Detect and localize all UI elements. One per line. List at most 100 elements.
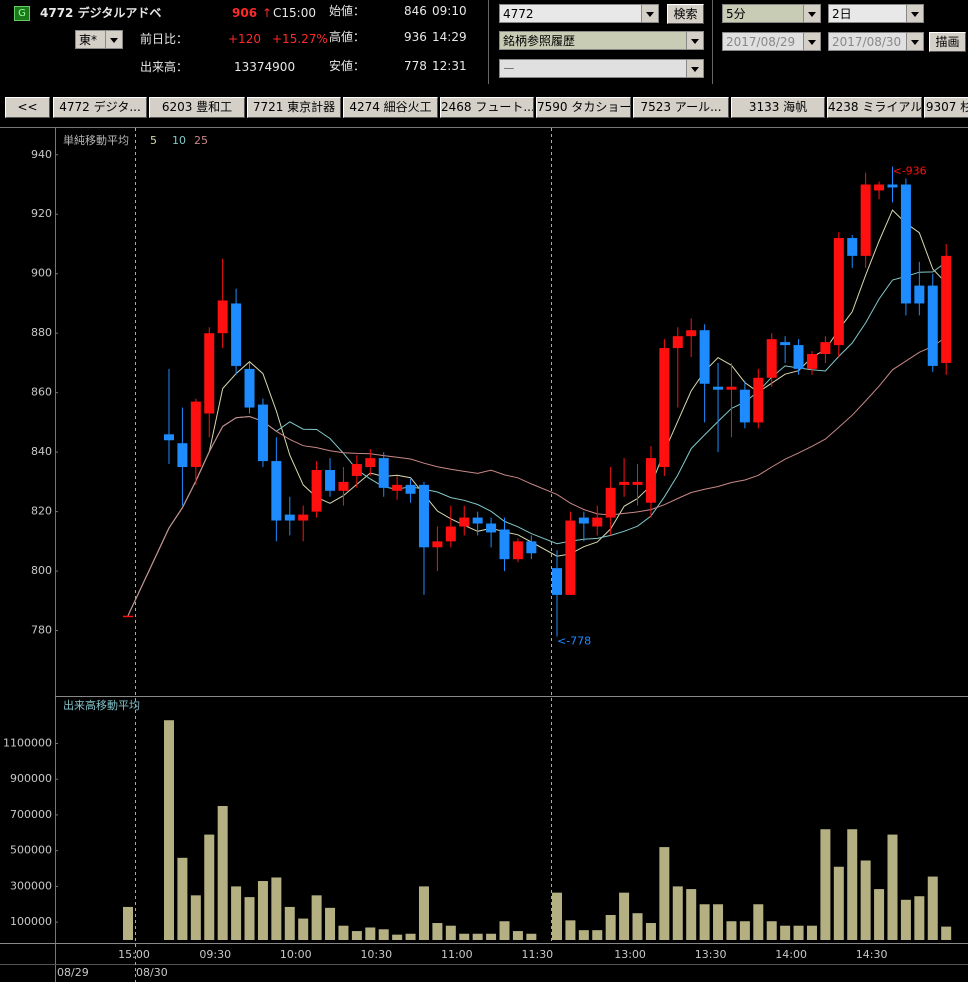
change: +120 bbox=[228, 32, 261, 46]
candle-body bbox=[578, 517, 589, 524]
candle-body bbox=[392, 484, 403, 491]
volume-bar bbox=[686, 889, 697, 940]
tab[interactable]: 4772 デジタ... bbox=[53, 97, 147, 118]
candle-body bbox=[405, 484, 416, 494]
date-to[interactable]: 2017/08/30 bbox=[828, 32, 924, 51]
close-time: C15:00 bbox=[273, 6, 316, 20]
date-from[interactable]: 2017/08/29 bbox=[722, 32, 821, 51]
volume-bar bbox=[486, 933, 497, 940]
candle-body bbox=[257, 404, 268, 462]
candle-body bbox=[833, 238, 844, 346]
candle-body bbox=[486, 523, 497, 533]
candle-body bbox=[874, 184, 885, 191]
moving-average bbox=[127, 209, 947, 616]
moving-average bbox=[127, 261, 947, 616]
candle-body bbox=[472, 517, 483, 524]
candle-body bbox=[941, 255, 952, 363]
low: 778 bbox=[404, 59, 427, 73]
volume: 13374900 bbox=[234, 60, 296, 74]
ma-period: 5 bbox=[150, 134, 157, 147]
candle-body bbox=[177, 443, 188, 468]
tab[interactable]: 4238 ミライアル bbox=[827, 97, 922, 118]
volume-bar bbox=[311, 895, 322, 940]
candle-body bbox=[217, 300, 228, 334]
price-arrow: ↑ bbox=[262, 6, 273, 20]
candle-body bbox=[565, 520, 576, 595]
sub-select[interactable]: ー bbox=[499, 59, 704, 78]
tab[interactable]: 4274 細谷火工 bbox=[343, 97, 438, 118]
interval-select[interactable]: 5分 bbox=[722, 4, 821, 23]
x-tick-label: 13:00 bbox=[614, 948, 646, 961]
volume-bar bbox=[860, 860, 871, 940]
volume-bar bbox=[900, 899, 911, 940]
volume-bar bbox=[512, 931, 523, 940]
candle-body bbox=[793, 345, 804, 369]
tab[interactable]: 7721 東京計器 bbox=[247, 97, 341, 118]
volume-bar bbox=[874, 889, 885, 940]
volume-bar bbox=[659, 847, 670, 940]
code-input[interactable]: 4772 bbox=[499, 4, 659, 23]
sub: ー bbox=[503, 62, 516, 76]
dropdown-arrow bbox=[906, 33, 923, 50]
market: 東* bbox=[79, 33, 98, 47]
volume-bar bbox=[177, 857, 188, 940]
candle-body bbox=[860, 184, 871, 256]
volume-bar bbox=[780, 925, 791, 940]
volume-bar bbox=[378, 929, 389, 940]
history-select[interactable]: 銘柄参照履歴 bbox=[499, 31, 704, 50]
candle-body bbox=[632, 481, 643, 485]
volume-tick-label: 300000 bbox=[10, 879, 52, 892]
x-tick-label: 10:00 bbox=[280, 948, 312, 961]
candle-body bbox=[847, 238, 858, 256]
volume-bar bbox=[619, 892, 630, 940]
volume-bar bbox=[338, 925, 349, 940]
low-label: 安値： bbox=[329, 59, 366, 73]
volume-tick-label: 900000 bbox=[10, 772, 52, 785]
tab[interactable]: 6203 豊和工 bbox=[149, 97, 245, 118]
dropdown-arrow bbox=[105, 31, 122, 48]
volume-bar bbox=[499, 921, 510, 940]
volume-bar bbox=[645, 923, 656, 940]
volume-bar bbox=[578, 930, 589, 940]
candle-body bbox=[378, 458, 389, 488]
x-tick-label: 14:00 bbox=[775, 948, 807, 961]
candle-body bbox=[526, 541, 537, 554]
candle-body bbox=[271, 461, 282, 521]
volume-bar bbox=[459, 933, 470, 940]
volume-bar bbox=[164, 720, 174, 940]
draw-button[interactable]: 描画 bbox=[929, 32, 966, 52]
ma-period: 25 bbox=[194, 134, 208, 147]
volume-bar bbox=[217, 805, 228, 940]
candle-body bbox=[672, 336, 683, 349]
price: 906 bbox=[232, 6, 258, 20]
search-button[interactable]: 検索 bbox=[667, 4, 704, 24]
date-label: 08/30 bbox=[136, 966, 168, 979]
interval: 5分 bbox=[726, 7, 746, 21]
tab[interactable]: << bbox=[5, 97, 50, 118]
tab[interactable]: 7523 アール... bbox=[633, 97, 729, 118]
candle-body bbox=[512, 541, 523, 560]
volume-bar bbox=[605, 914, 616, 940]
dropdown-arrow bbox=[686, 32, 703, 49]
y-tick-label: 860 bbox=[31, 386, 52, 399]
volume-bar bbox=[204, 834, 215, 940]
volume-bar bbox=[244, 897, 255, 940]
candle-body bbox=[726, 386, 737, 390]
low-annotation: <-778 bbox=[557, 635, 591, 648]
candle-body bbox=[605, 487, 616, 518]
tab[interactable]: 7590 タカショー bbox=[536, 97, 631, 118]
tab[interactable]: 2468 フュート... bbox=[440, 97, 534, 118]
open-label: 始値： bbox=[329, 4, 366, 18]
high: 936 bbox=[404, 30, 427, 44]
volume-bar bbox=[365, 927, 376, 940]
date-label: 08/29 bbox=[57, 966, 89, 979]
span-select[interactable]: 2日 bbox=[828, 4, 924, 23]
x-tick-label: 10:30 bbox=[360, 948, 392, 961]
tab[interactable]: 9307 杉 bbox=[924, 97, 968, 118]
volume-bar bbox=[257, 881, 268, 940]
market-select[interactable]: 東* bbox=[75, 30, 123, 49]
volume-bar bbox=[847, 829, 858, 940]
tab[interactable]: 3133 海帆 bbox=[731, 97, 825, 118]
